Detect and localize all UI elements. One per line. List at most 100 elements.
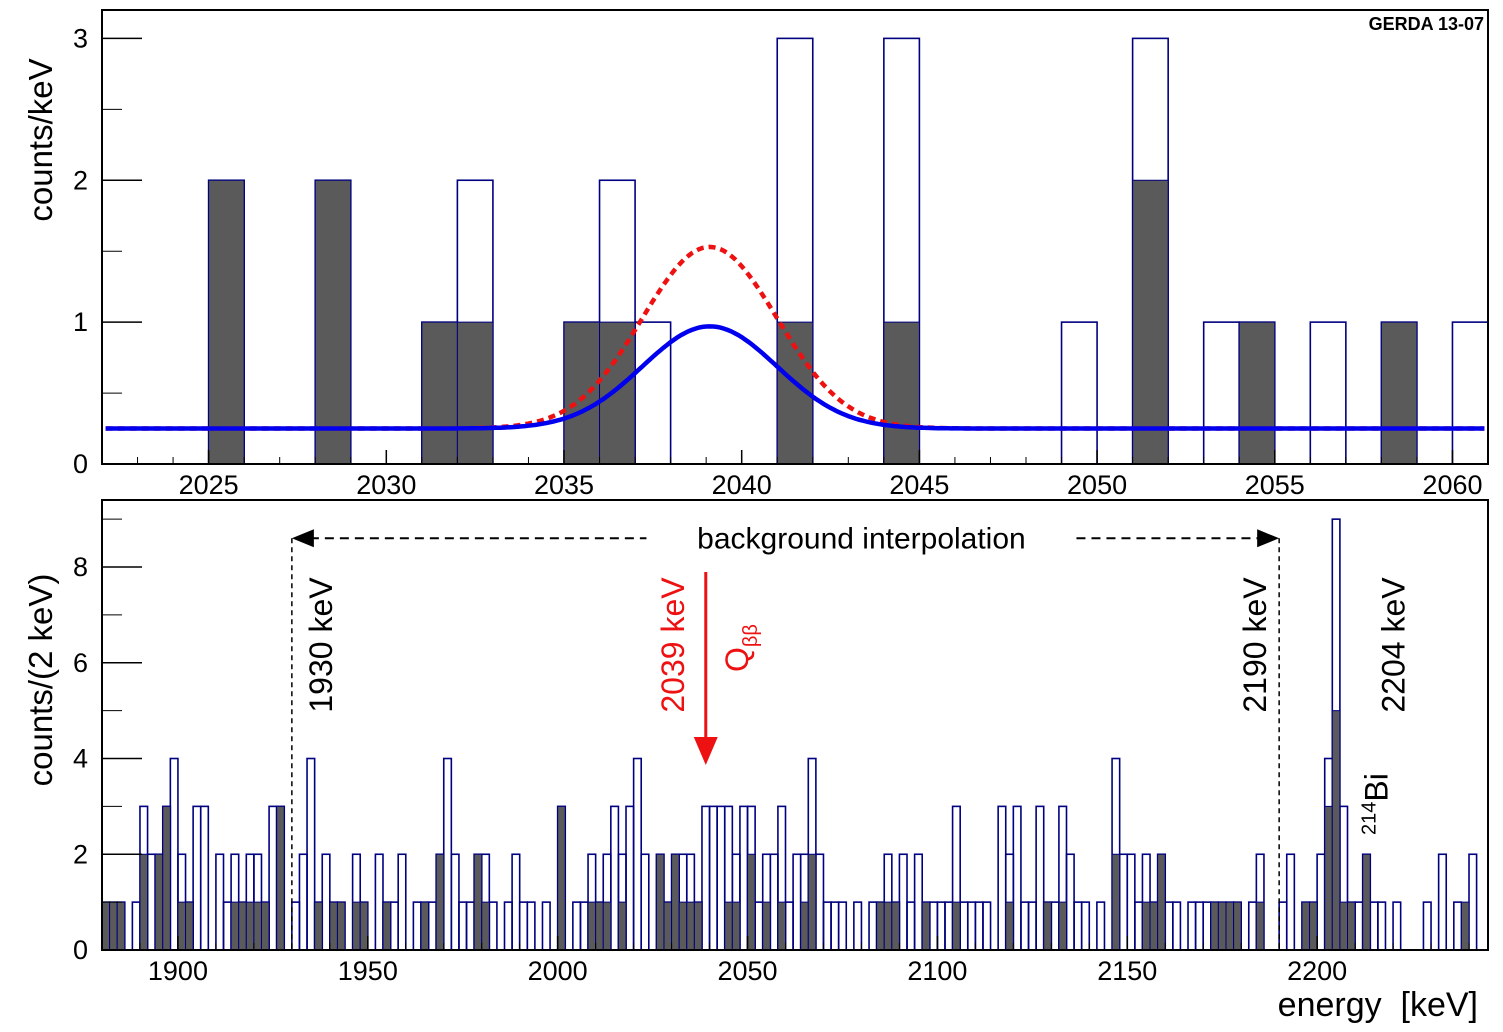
top-open-bar <box>634 321 672 465</box>
bottom-open-bar <box>1354 901 1364 951</box>
q-value-annotation: 2039 keV Qββ <box>655 572 762 765</box>
bottom-filled-bar <box>109 901 118 951</box>
bottom-open-bar <box>131 901 141 951</box>
bottom-open-bar <box>1073 901 1083 951</box>
bottom-filled-bar <box>185 901 194 951</box>
bottom-open-bar <box>518 901 529 951</box>
bottom-open-bar <box>982 901 992 951</box>
bottom-open-bar <box>792 853 802 951</box>
bottom-open-bar <box>640 853 650 951</box>
q-value-energy-label: 2039 keV <box>655 577 691 713</box>
bottom-y-tick-label: 4 <box>73 744 88 774</box>
bottom-filled-bar <box>1058 901 1068 951</box>
bottom-open-bar <box>966 901 977 951</box>
bottom-open-bar <box>1422 901 1432 951</box>
top-corner-label: GERDA 13-07 <box>1369 14 1484 34</box>
bottom-filled-bar <box>1149 901 1159 951</box>
bottom-open-bar <box>1118 853 1129 951</box>
bottom-filled-bar <box>329 901 338 951</box>
bottom-open-bar <box>1020 901 1030 951</box>
bottom-x-axis-title: energy [keV] <box>1278 986 1478 1024</box>
bottom-open-bar <box>427 901 437 951</box>
bottom-open-bar <box>1392 901 1402 951</box>
bottom-y-tick-label: 2 <box>73 839 88 869</box>
bottom-filled-bar <box>1362 853 1371 951</box>
bottom-open-bar <box>1134 901 1144 951</box>
bottom-filled-bar <box>336 901 346 951</box>
bottom-panel: 1900 1950 2000 2050 2100 2150 2200 0 2 4 6 8 backg… <box>22 499 1489 1024</box>
bottom-x-tick-label: 1900 <box>148 956 208 986</box>
top-y-tick-label: 2 <box>73 165 88 195</box>
bottom-open-bar <box>397 853 407 951</box>
bottom-open-bar <box>1035 805 1045 951</box>
bottom-open-bar <box>146 853 156 951</box>
bottom-open-bar <box>450 853 460 951</box>
top-x-tick-label: 2040 <box>712 470 772 500</box>
bottom-x-ticks: 1900 1950 2000 2050 2100 2150 2200 <box>101 936 1470 986</box>
bottom-filled-bar <box>276 805 285 951</box>
bottom-filled-bar <box>731 901 741 951</box>
top-y-tick-label: 3 <box>73 23 88 53</box>
bottom-filled-bar <box>883 901 893 951</box>
bottom-filled-bar <box>724 901 733 951</box>
bottom-filled-bar <box>1005 901 1014 951</box>
q-symbol-subscript: ββ <box>740 624 762 647</box>
bottom-filled-bar <box>921 901 931 951</box>
bottom-filled-bar <box>435 853 445 951</box>
bi214-isotope-label: 214Bi <box>1358 773 1394 835</box>
bottom-filled-bar <box>807 853 817 951</box>
bottom-open-bar <box>488 901 498 951</box>
bottom-open-bar <box>1453 901 1463 951</box>
bottom-open-bar <box>1194 901 1204 951</box>
top-x-ticks: 2025 2030 2035 2040 2045 2050 2055 2060 <box>101 450 1489 500</box>
marker-2190-label: 2190 keV <box>1237 577 1273 713</box>
top-open-bar <box>1451 321 1489 465</box>
top-filled-bar <box>1132 179 1169 465</box>
bottom-open-bar <box>222 901 232 951</box>
bottom-x-tick-label: 1950 <box>338 956 398 986</box>
bi214-mass-number: 214 <box>1358 802 1380 835</box>
bottom-filled-bar <box>747 853 756 951</box>
bottom-filled-bar <box>253 901 262 951</box>
bottom-open-bar <box>1080 901 1091 951</box>
bottom-open-bar <box>458 901 468 951</box>
bottom-filled-bar <box>230 901 240 951</box>
bottom-open-bar <box>215 853 225 951</box>
bottom-filled-bar <box>693 901 703 951</box>
bottom-filled-bar <box>177 901 187 951</box>
bottom-y-tick-label: 6 <box>73 648 88 678</box>
bottom-filled-bar <box>473 853 483 951</box>
top-filled-bar <box>1238 321 1276 465</box>
bottom-x-tick-label: 2150 <box>1097 956 1157 986</box>
bottom-open-bar <box>830 901 840 951</box>
bottom-open-bar <box>754 901 764 951</box>
bottom-y-tick-label: 8 <box>73 552 88 582</box>
bottom-filled-bar <box>1339 901 1349 951</box>
bottom-open-bar <box>739 805 749 951</box>
bottom-open-bar <box>1468 853 1478 951</box>
bottom-open-bar <box>959 901 969 951</box>
bottom-filled-bar <box>162 805 171 951</box>
top-fit-curves <box>105 244 1485 431</box>
top-x-tick-label: 2045 <box>889 470 949 500</box>
bottom-filled-bar <box>1460 901 1470 951</box>
top-filled-bar <box>421 321 458 465</box>
top-open-bar <box>1309 321 1347 465</box>
bottom-open-bar <box>936 901 946 951</box>
bottom-open-bar <box>997 805 1007 951</box>
bottom-filled-bar <box>260 901 270 951</box>
bottom-open-bar <box>928 901 939 951</box>
bottom-filled-bar <box>1309 901 1318 951</box>
bottom-open-bar <box>511 853 521 951</box>
bottom-open-bar <box>442 757 453 951</box>
q-value-arrowhead <box>693 737 718 765</box>
bottom-open-bar <box>192 805 202 951</box>
bottom-filled-bar <box>1331 710 1341 951</box>
bottom-open-bar <box>374 853 384 951</box>
top-filled-bar <box>563 321 601 465</box>
bottom-x-tick-label: 2100 <box>907 956 967 986</box>
top-x-tick-label: 2035 <box>534 470 594 500</box>
bottom-filled-bar <box>1043 901 1052 951</box>
top-filled-bar <box>883 321 920 465</box>
